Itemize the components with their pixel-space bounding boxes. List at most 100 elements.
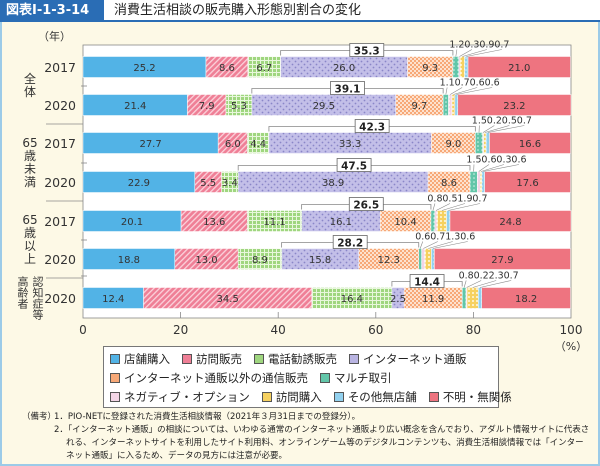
data-label: 33.3 xyxy=(339,139,361,150)
legend-item: 電話勧誘販売 xyxy=(254,351,337,367)
bracket-total-label: 39.1 xyxy=(335,84,361,96)
bracket-total-label: 28.2 xyxy=(337,238,363,250)
data-label: 8.6 xyxy=(219,63,235,74)
x-unit-label: （%） xyxy=(555,340,587,353)
legend-swatch xyxy=(349,353,359,364)
bracket-total-label: 42.3 xyxy=(359,122,385,134)
leader-line xyxy=(483,125,495,133)
leader-line xyxy=(423,241,438,249)
legend-row: インターネット通販以外の通信販売 マルチ取引 xyxy=(110,368,492,387)
legend-label: インターネット通販以外の通信販売 xyxy=(124,370,308,385)
bracket-total-label: 35.3 xyxy=(354,46,380,58)
legend-swatch xyxy=(428,391,439,402)
bar-segment-10 xyxy=(484,171,571,193)
bar-segment-7 xyxy=(421,248,426,270)
data-label: 11.9 xyxy=(422,294,444,305)
small-data-label: 0.8 xyxy=(427,194,442,205)
bracket-total-box xyxy=(349,43,385,57)
x-tick-label: 60 xyxy=(368,323,383,337)
bar-segment-8 xyxy=(437,210,447,232)
group-label-65plus: 65歳以上 xyxy=(22,213,38,266)
notes: （備考） 1．PIO-NETに登録された消費生活相談情報（2021年３月31日ま… xyxy=(22,411,592,463)
legend-row: ネガティブ・オプション 訪問購入 その他無店舗 不明・無関係 xyxy=(110,387,512,406)
small-data-label: 0.7 xyxy=(517,116,532,127)
bar-segment-9 xyxy=(454,94,459,116)
legend-item: インターネット通販以外の通信販売 xyxy=(110,370,308,386)
bar-segment-10 xyxy=(481,287,571,309)
bar-segment-10 xyxy=(449,210,572,232)
bar-segment-9 xyxy=(431,248,435,270)
row-year-label: 2020 xyxy=(44,252,76,267)
small-data-label: 0.5 xyxy=(502,116,517,127)
legend-item: 不明・無関係 xyxy=(428,389,512,405)
leader-line xyxy=(480,164,505,172)
data-label: 21.4 xyxy=(124,101,146,112)
row-year-label: 2020 xyxy=(44,291,76,306)
legend-swatch xyxy=(110,372,120,383)
small-data-label: 0.2 xyxy=(474,271,489,282)
leader-line xyxy=(466,280,482,288)
bar-segment-6 xyxy=(418,248,422,270)
legend-item: 訪問購入 xyxy=(261,389,322,405)
small-data-label: 0.6 xyxy=(511,155,526,166)
bar-segment-10 xyxy=(489,132,571,154)
bar-segment-9 xyxy=(478,287,482,309)
data-label: 8.9 xyxy=(252,255,268,266)
data-label: 11.1 xyxy=(263,217,285,228)
leader-line xyxy=(479,280,512,288)
leader-line xyxy=(455,49,458,57)
data-label: 26.0 xyxy=(333,63,355,74)
data-label: 23.2 xyxy=(503,101,525,112)
leader-line xyxy=(441,203,466,211)
data-label: 4.4 xyxy=(250,139,266,150)
bracket-total-box xyxy=(336,158,372,172)
bracket-total-label: 14.4 xyxy=(414,277,440,289)
legend-label: 電話勧誘販売 xyxy=(268,351,337,366)
small-data-label: 0.6 xyxy=(470,78,485,89)
data-label: 6.0 xyxy=(225,139,241,150)
leader-line xyxy=(472,280,497,288)
small-data-label: 2.3 xyxy=(489,271,504,282)
bar-segment-9 xyxy=(485,132,490,154)
bracket-total-box xyxy=(409,274,445,288)
legend-swatch xyxy=(320,372,330,383)
row-year-label: 2017 xyxy=(44,60,76,75)
data-label: 29.5 xyxy=(313,101,335,112)
row-year-label: 2020 xyxy=(44,98,76,113)
data-label: 5.3 xyxy=(231,101,247,112)
legend-label: ネガティブ・オプション xyxy=(124,389,250,404)
small-data-label: 0.6 xyxy=(481,155,496,166)
leader-line xyxy=(453,87,478,95)
figure-title: 消費生活相談の販売購入形態別割合の変化 xyxy=(114,3,362,18)
bar-segment-6 xyxy=(442,94,449,116)
leader-line xyxy=(432,203,436,211)
legend-label: その他無店舗 xyxy=(347,389,417,404)
bar-segment-6 xyxy=(475,132,483,154)
small-data-label: 1.1 xyxy=(440,78,455,89)
bar-segment-7 xyxy=(434,210,438,232)
legend-label: マルチ取引 xyxy=(334,370,392,385)
leader-line xyxy=(478,164,490,172)
small-data-label: 0.5 xyxy=(442,194,457,205)
small-data-label: 1.2 xyxy=(449,40,464,51)
legend-label: インターネット通販 xyxy=(363,351,467,366)
data-label: 15.8 xyxy=(309,255,331,266)
leader-line xyxy=(463,280,467,288)
bar-segment-9 xyxy=(464,56,469,78)
bar-segment-9 xyxy=(481,171,485,193)
bar-segment-6 xyxy=(469,171,478,193)
data-label: 9.7 xyxy=(412,101,428,112)
small-data-label: 0.6 xyxy=(460,232,475,243)
data-label: 12.4 xyxy=(102,294,124,305)
leader-line xyxy=(450,87,463,95)
data-label: 5.5 xyxy=(200,178,216,189)
legend-item: その他無店舗 xyxy=(333,389,417,405)
data-label: 9.0 xyxy=(445,139,461,150)
legend-label: 訪問販売 xyxy=(196,351,242,366)
small-data-label: 0.9 xyxy=(479,40,494,51)
small-data-label: 0.6 xyxy=(415,232,430,243)
data-label: 16.6 xyxy=(519,139,541,150)
y-unit-label: （年） xyxy=(38,29,71,43)
data-label: 38.9 xyxy=(322,178,344,189)
bar-segment-8 xyxy=(466,287,479,309)
